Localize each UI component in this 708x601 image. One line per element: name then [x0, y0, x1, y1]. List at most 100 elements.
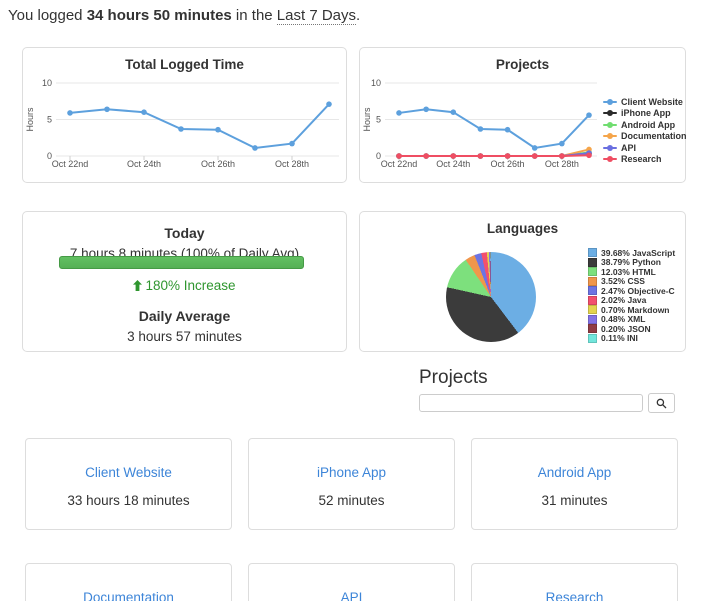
legend-label: 12.03% HTML — [601, 266, 656, 277]
project-search-input[interactable] — [419, 394, 643, 412]
legend-item: 2.02% Java — [588, 295, 675, 306]
panel-total-logged-time: Total Logged Time 0 5 10 Oct 22nd Oct 24th Oc… — [22, 47, 347, 183]
chart-title-languages: Languages — [486, 221, 559, 236]
increase-indicator: 180% Increase — [23, 278, 346, 293]
project-search-button[interactable] — [648, 393, 675, 413]
panel-today: Today 7 hours 8 minutes (100% of Daily A… — [22, 211, 347, 352]
chart-title-total: Total Logged Time — [125, 57, 244, 72]
legend-line-marker — [603, 133, 617, 140]
legend-color-swatch — [588, 257, 597, 267]
project-link-research[interactable]: Research — [545, 590, 604, 601]
legend-label: iPhone App — [621, 108, 671, 119]
search-icon — [656, 398, 667, 408]
legend-item: Research — [603, 154, 687, 166]
project-card: Documentation — [25, 563, 232, 601]
legend-label: 3.52% CSS — [601, 276, 645, 287]
svg-text:Oct 26th: Oct 26th — [201, 159, 235, 169]
chart-title-projects: Projects — [495, 57, 550, 72]
project-time: 31 minutes — [541, 493, 608, 508]
svg-text:0: 0 — [47, 151, 52, 161]
daily-average-value: 3 hours 57 minutes — [127, 329, 242, 344]
languages-legend: 39.68% JavaScript 38.79% Python 12.03% HTM… — [588, 248, 675, 343]
legend-line-marker — [603, 98, 617, 105]
project-link-api[interactable]: API — [340, 590, 363, 601]
svg-text:Oct 22nd: Oct 22nd — [381, 159, 418, 169]
legend-item: 39.68% JavaScript — [588, 248, 675, 258]
svg-text:Hours: Hours — [363, 107, 372, 132]
legend-label: API — [621, 142, 637, 153]
project-link-android-app[interactable]: Android App — [537, 465, 612, 480]
svg-text:Oct 26th: Oct 26th — [491, 159, 525, 169]
legend-item: API — [603, 142, 687, 154]
legend-item: 0.20% JSON — [588, 324, 675, 334]
legend-label: 2.02% Java — [601, 295, 647, 306]
summary-suffix: . — [356, 7, 361, 24]
svg-text:Oct 28th: Oct 28th — [545, 159, 579, 169]
legend-item: 3.52% CSS — [588, 276, 675, 287]
today-title: Today — [164, 225, 205, 241]
legend-color-swatch — [588, 276, 597, 286]
svg-text:Oct 24th: Oct 24th — [436, 159, 470, 169]
legend-label: Research — [621, 154, 662, 165]
total-logged-time-chart: 0 5 10 Oct 22nd Oct 24th Oct 26th Oct 28th Hour… — [26, 78, 339, 169]
legend-color-swatch — [588, 305, 597, 315]
legend-item: 0.48% XML — [588, 314, 675, 325]
daily-progress-bar — [59, 256, 304, 269]
panel-languages: Languages 39.68% JavaScript 38.79% Python… — [359, 211, 686, 352]
legend-item: Client Website — [603, 96, 687, 108]
legend-line-marker — [603, 110, 617, 117]
svg-text:0: 0 — [376, 151, 381, 161]
legend-item: iPhone App — [603, 108, 687, 120]
legend-label: 38.79% Python — [601, 257, 661, 268]
legend-label: Documentation — [621, 131, 687, 142]
svg-text:10: 10 — [42, 78, 52, 88]
project-time: 33 hours 18 minutes — [67, 493, 190, 508]
legend-color-swatch — [588, 333, 597, 343]
legend-item: 0.11% INI — [588, 333, 675, 344]
legend-label: Android App — [621, 119, 676, 130]
legend-item: 12.03% HTML — [588, 267, 675, 277]
legend-color-swatch — [588, 324, 597, 334]
summary-prefix: You logged — [8, 7, 87, 24]
legend-item: 0.70% Markdown — [588, 305, 675, 315]
legend-item: 38.79% Python — [588, 257, 675, 268]
summary-line: You logged 34 hours 50 minutes in the La… — [8, 7, 361, 25]
legend-label: 39.68% JavaScript — [601, 247, 676, 258]
project-link-iphone-app[interactable]: iPhone App — [316, 465, 387, 480]
project-card: Research — [471, 563, 678, 601]
legend-label: 0.20% JSON — [601, 323, 651, 334]
project-link-documentation[interactable]: Documentation — [83, 590, 174, 601]
legend-label: 0.48% XML — [601, 314, 646, 325]
date-range-toggle[interactable]: Last 7 Days — [276, 7, 357, 25]
svg-text:Hours: Hours — [26, 107, 35, 132]
project-time: 52 minutes — [318, 493, 385, 508]
legend-color-swatch — [588, 295, 597, 305]
legend-color-swatch — [588, 314, 597, 324]
legend-line-marker — [603, 156, 617, 163]
legend-line-marker — [603, 144, 617, 151]
legend-line-marker — [603, 121, 617, 128]
legend-item: 2.47% Objective-C — [588, 286, 675, 296]
project-card: iPhone App 52 minutes — [248, 438, 455, 530]
projects-section-heading: Projects — [419, 367, 488, 388]
legend-color-swatch — [588, 267, 597, 277]
daily-average-label: Daily Average — [138, 308, 231, 324]
legend-label: 0.11% INI — [601, 333, 638, 344]
svg-text:5: 5 — [376, 115, 381, 125]
project-link-client-website[interactable]: Client Website — [85, 465, 172, 480]
projects-chart: 0 5 10 Oct 22nd Oct 24th Oct 26th Oct 28th Hour… — [363, 78, 597, 169]
legend-label: 0.70% Markdown — [601, 304, 670, 315]
project-card: Client Website 33 hours 18 minutes — [25, 438, 232, 530]
svg-text:10: 10 — [371, 78, 381, 88]
total-logged-value: 34 hours 50 minutes — [86, 7, 232, 24]
languages-pie-chart — [446, 252, 536, 342]
summary-middle: in the — [231, 7, 277, 24]
legend-color-swatch — [588, 286, 597, 296]
legend-color-swatch — [588, 248, 597, 258]
project-card: Android App 31 minutes — [471, 438, 678, 530]
project-card: API — [248, 563, 455, 601]
arrow-up-icon — [133, 280, 143, 291]
svg-text:Oct 24th: Oct 24th — [127, 159, 161, 169]
svg-text:Oct 22nd: Oct 22nd — [52, 159, 89, 169]
